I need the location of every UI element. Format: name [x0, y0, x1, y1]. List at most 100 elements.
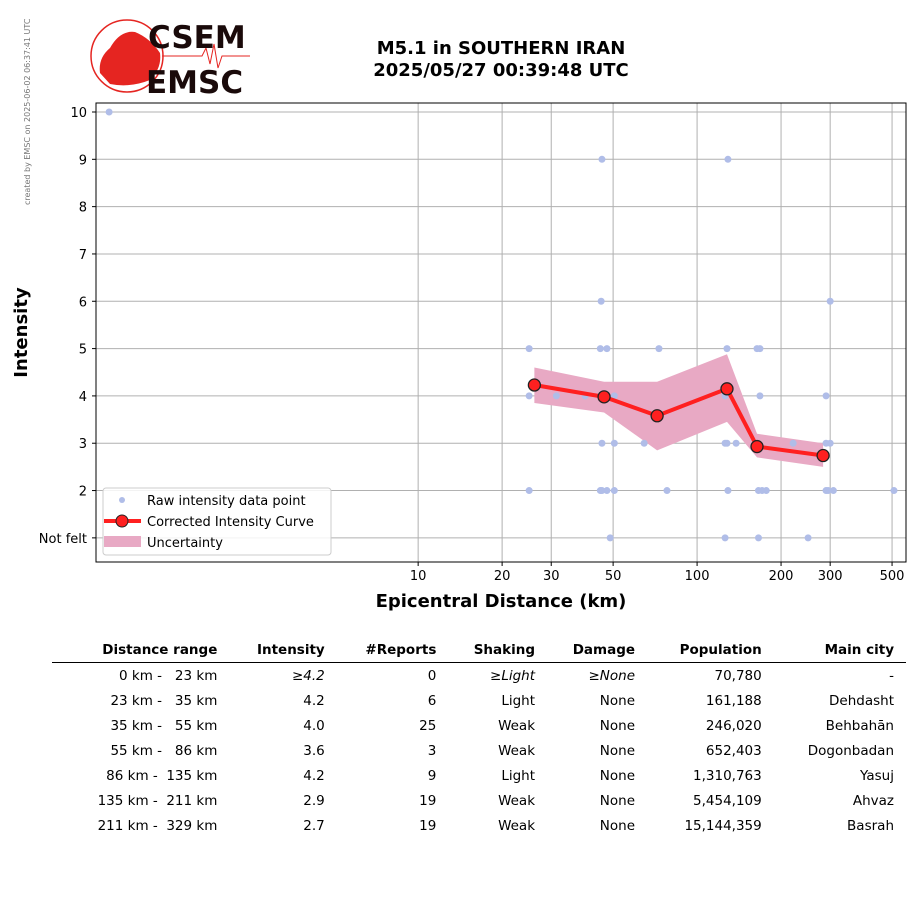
table-cell: 211 km - 329 km [97, 817, 218, 834]
table-cell: None [599, 692, 636, 709]
table-cell: Behbahān [825, 717, 894, 734]
table-cell: Weak [498, 717, 536, 734]
x-tick-label: 300 [818, 569, 843, 584]
table-row: 0 km - 23 km ≥4.2 0 ≥Light ≥None 70,780 - [52, 663, 906, 689]
raw-data-point [525, 345, 533, 353]
table-cell: None [599, 767, 636, 784]
raw-data-point [525, 392, 533, 400]
column-header: Population [647, 640, 774, 663]
x-tick-label: 10 [410, 569, 427, 584]
table-row: 35 km - 55 km 4.0 25 Weak None 246,020 Behbahā… [52, 713, 906, 738]
y-tick-label: 3 [79, 437, 87, 452]
raw-data-point [824, 487, 832, 495]
table-row: 23 km - 35 km 4.2 6 Light None 161,188 Dehdash… [52, 688, 906, 713]
table-row: 86 km - 135 km 4.2 9 Light None 1,310,763 Yasu… [52, 763, 906, 788]
table-cell: Weak [498, 792, 536, 809]
intensity-curve-point [816, 448, 830, 463]
svg-text:CSEM: CSEM [148, 20, 246, 56]
x-tick-label: 100 [685, 569, 710, 584]
table-cell: None [599, 742, 636, 759]
chart-title: M5.1 in SOUTHERN IRAN 2025/05/27 00:39:4… [300, 38, 702, 82]
raw-data-point [597, 297, 605, 305]
raw-data-point [655, 345, 663, 353]
legend-band-swatch [104, 536, 141, 547]
table-cell: 23 km - 35 km [110, 692, 218, 709]
title-event: M5.1 in SOUTHERN IRAN [376, 38, 626, 59]
legend-label: Raw intensity data point [147, 494, 306, 509]
raw-data-point [598, 487, 606, 495]
raw-data-point [890, 487, 898, 495]
raw-data-point [723, 345, 731, 353]
intensity-table: Distance range Intensity #Reports Shaking Da… [52, 640, 906, 838]
x-tick-label: 20 [494, 569, 511, 584]
raw-data-point [789, 439, 797, 447]
legend-box [102, 487, 332, 556]
raw-data-point [525, 487, 533, 495]
y-tick-label: 10 [70, 106, 87, 121]
table-cell: Basrah [847, 817, 894, 834]
intensity-curve-point [750, 439, 764, 454]
table-cell: None [599, 717, 636, 734]
table-cell: 3 [427, 742, 437, 759]
legend-label: Uncertainty [147, 536, 223, 551]
raw-data-point [606, 534, 614, 542]
table-row: 55 km - 86 km 3.6 3 Weak None 652,403 Dogonbad… [52, 738, 906, 763]
table-cell: 25 [419, 717, 437, 734]
y-tick-label: Not felt [39, 532, 87, 547]
y-axis-label: Intensity [11, 287, 32, 378]
raw-data-point [721, 534, 729, 542]
table-cell: 19 [419, 792, 437, 809]
table-cell: Dehdasht [829, 692, 894, 709]
legend-curve-marker [115, 514, 129, 528]
table-cell: 0 km - 23 km [119, 667, 218, 684]
table-cell: Weak [498, 817, 536, 834]
x-axis-label: Epicentral Distance (km) [376, 591, 627, 612]
raw-data-point [826, 297, 834, 305]
column-header: Damage [547, 640, 648, 663]
table-cell: Yasuj [859, 767, 894, 784]
column-header: Main city [773, 640, 906, 663]
raw-data-point [724, 155, 732, 163]
raw-data-point [756, 345, 764, 353]
table-cell: 86 km - 135 km [106, 767, 218, 784]
table-cell: - [889, 667, 894, 684]
x-tick-label: 30 [543, 569, 560, 584]
table-row: 135 km - 211 km 2.9 19 Weak None 5,454,109 Ahv… [52, 788, 906, 813]
y-tick-label: 5 [79, 343, 87, 358]
x-tick-label: 50 [605, 569, 622, 584]
raw-data-point [804, 534, 812, 542]
table-cell: 0 [427, 667, 437, 684]
raw-data-point [610, 392, 618, 400]
table-row: 211 km - 329 km 2.7 19 Weak None 15,144,359 Ba… [52, 813, 906, 838]
plot-frame [95, 102, 907, 563]
intensity-chart: 10 20 30 50 100 200 300 500 Not felt 2 3 4 5 6 7 8 9 10 Ep… [11, 102, 907, 612]
table-cell: 70,780 [714, 667, 762, 684]
table-cell: 246,020 [705, 717, 762, 734]
raw-data-point [822, 392, 830, 400]
intensity-curve-point [527, 378, 542, 392]
table-cell: 15,144,359 [684, 817, 762, 834]
table-cell: 2.9 [303, 792, 325, 809]
intensity-curve-point [650, 409, 664, 423]
raw-data-point [552, 392, 560, 400]
raw-data-point [105, 108, 113, 116]
table-cell: 1,310,763 [693, 767, 762, 784]
y-tick-label: 8 [79, 201, 87, 216]
raw-data-point [754, 534, 762, 542]
table-cell: Ahvaz [852, 792, 894, 809]
table-cell: Weak [498, 742, 536, 759]
table-cell: 652,403 [705, 742, 762, 759]
table-cell: ≥4.2 [291, 667, 325, 684]
legend-raw-marker [119, 497, 125, 503]
table-cell: 135 km - 211 km [97, 792, 218, 809]
raw-data-point [603, 345, 611, 353]
raw-data-point [640, 439, 648, 447]
title-datetime: 2025/05/27 00:39:48 UTC [373, 60, 629, 81]
emsc-logo: CSEM EMSC [90, 19, 250, 98]
column-header: Intensity [229, 640, 337, 663]
x-tick-label: 200 [769, 569, 794, 584]
raw-data-point [829, 487, 837, 495]
y-tick-label: 9 [79, 153, 87, 168]
y-tick-label: 7 [79, 248, 87, 263]
table-cell: 161,188 [705, 692, 762, 709]
